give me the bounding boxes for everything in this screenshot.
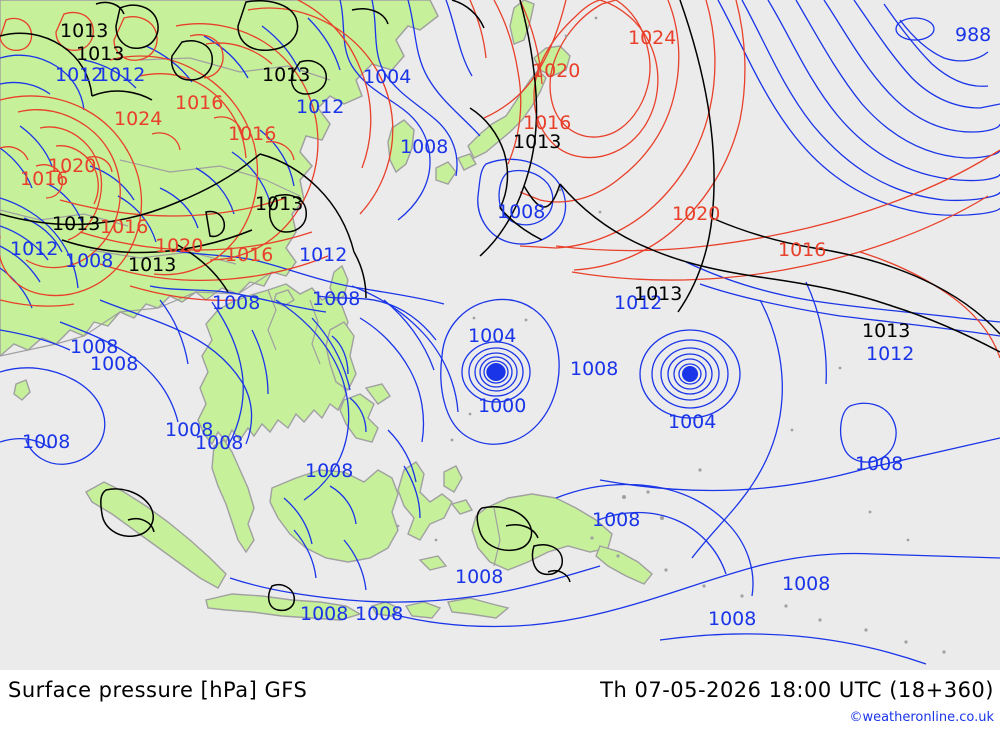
isobar-label: 1012: [296, 96, 345, 118]
page-title: Surface pressure [hPa] GFS: [8, 678, 308, 702]
isobar-label: 1008: [300, 603, 349, 625]
isobar-label: 1008: [90, 353, 139, 375]
isobar-label: 1008: [497, 201, 546, 223]
isobar-label: 1024: [114, 108, 163, 130]
map-canvas: [0, 0, 1000, 665]
isobar-label: 1004: [668, 411, 717, 433]
isobar-label: 1013: [262, 64, 311, 86]
isobar-label: 1020: [48, 155, 97, 177]
isobar-label: 1020: [672, 203, 721, 225]
isobar-label: 1012: [299, 244, 348, 266]
isobar-label: 1012: [614, 292, 663, 314]
isobar-label: 1016: [100, 216, 149, 238]
isobar-label: 1013: [862, 320, 911, 342]
isobars-high-layer: [0, 0, 1000, 359]
isobar-label: 1013: [634, 283, 683, 305]
isobar-label: 1016: [20, 168, 69, 190]
isobar-label: 1016: [228, 123, 277, 145]
isobar-label: 1016: [225, 244, 274, 266]
isobar-1013-layer: [0, 0, 1000, 612]
isobar-label: 1013: [513, 131, 562, 153]
isobar-label: 1012: [97, 64, 146, 86]
isobar-label: 1004: [468, 325, 517, 347]
isobar-label: 988: [955, 24, 992, 46]
isobar-label: 1016: [523, 112, 572, 134]
isobar-label: 1008: [312, 288, 361, 310]
isobar-label: 1008: [165, 419, 214, 441]
isobar-label: 1008: [592, 509, 641, 531]
isobar-label: 1000: [478, 395, 527, 417]
isobar-label: 1008: [355, 603, 404, 625]
isobar-label: 1012: [10, 238, 59, 260]
pressure-contour-map[interactable]: 1013 1013 1012 1012 1013 1004 1024 1020 988 1016 1…: [0, 0, 1000, 670]
model-run-timestamp: Th 07-05-2026 18:00 UTC (18+360): [600, 678, 994, 702]
isobar-label: 1012: [866, 343, 915, 365]
isobar-label: 1008: [455, 566, 504, 588]
tropical-cyclone-west: [440, 298, 560, 445]
isobar-label: 1020: [155, 235, 204, 257]
isobar-label: 1008: [22, 431, 71, 453]
isobar-label: 1008: [195, 432, 244, 454]
copyright-notice: ©weatheronline.co.uk: [849, 710, 994, 725]
isobar-label: 1016: [778, 239, 827, 261]
isobar-label: 1008: [570, 358, 619, 380]
isobar-label: 1012: [55, 64, 104, 86]
isobar-label: 1008: [65, 250, 114, 272]
tropical-cyclone-east: [639, 329, 741, 419]
isobar-label: 1008: [70, 336, 119, 358]
isobar-label: 1008: [212, 292, 261, 314]
isobar-label: 1013: [60, 20, 109, 42]
isobar-label: 1008: [782, 573, 831, 595]
isobar-label: 1004: [363, 66, 412, 88]
landmass-layer: [0, 0, 653, 621]
isobar-label: 1013: [128, 254, 177, 276]
map-footer: Surface pressure [hPa] GFS Th 07-05-2026…: [0, 670, 1000, 733]
isobar-label: 1013: [52, 213, 101, 235]
coastline-layer: [0, 0, 501, 567]
isobar-label: 1008: [855, 453, 904, 475]
isobar-label: 1013: [255, 193, 304, 215]
isobar-label: 1024: [628, 27, 677, 49]
isobar-label: 1016: [175, 92, 224, 114]
isobar-label: 1008: [708, 608, 757, 630]
isobar-label: 1020: [532, 60, 581, 82]
small-islands-layer: [396, 16, 946, 654]
isobar-label: 1013: [76, 43, 125, 65]
isobar-label: 1008: [305, 460, 354, 482]
isobar-label: 1008: [400, 136, 449, 158]
